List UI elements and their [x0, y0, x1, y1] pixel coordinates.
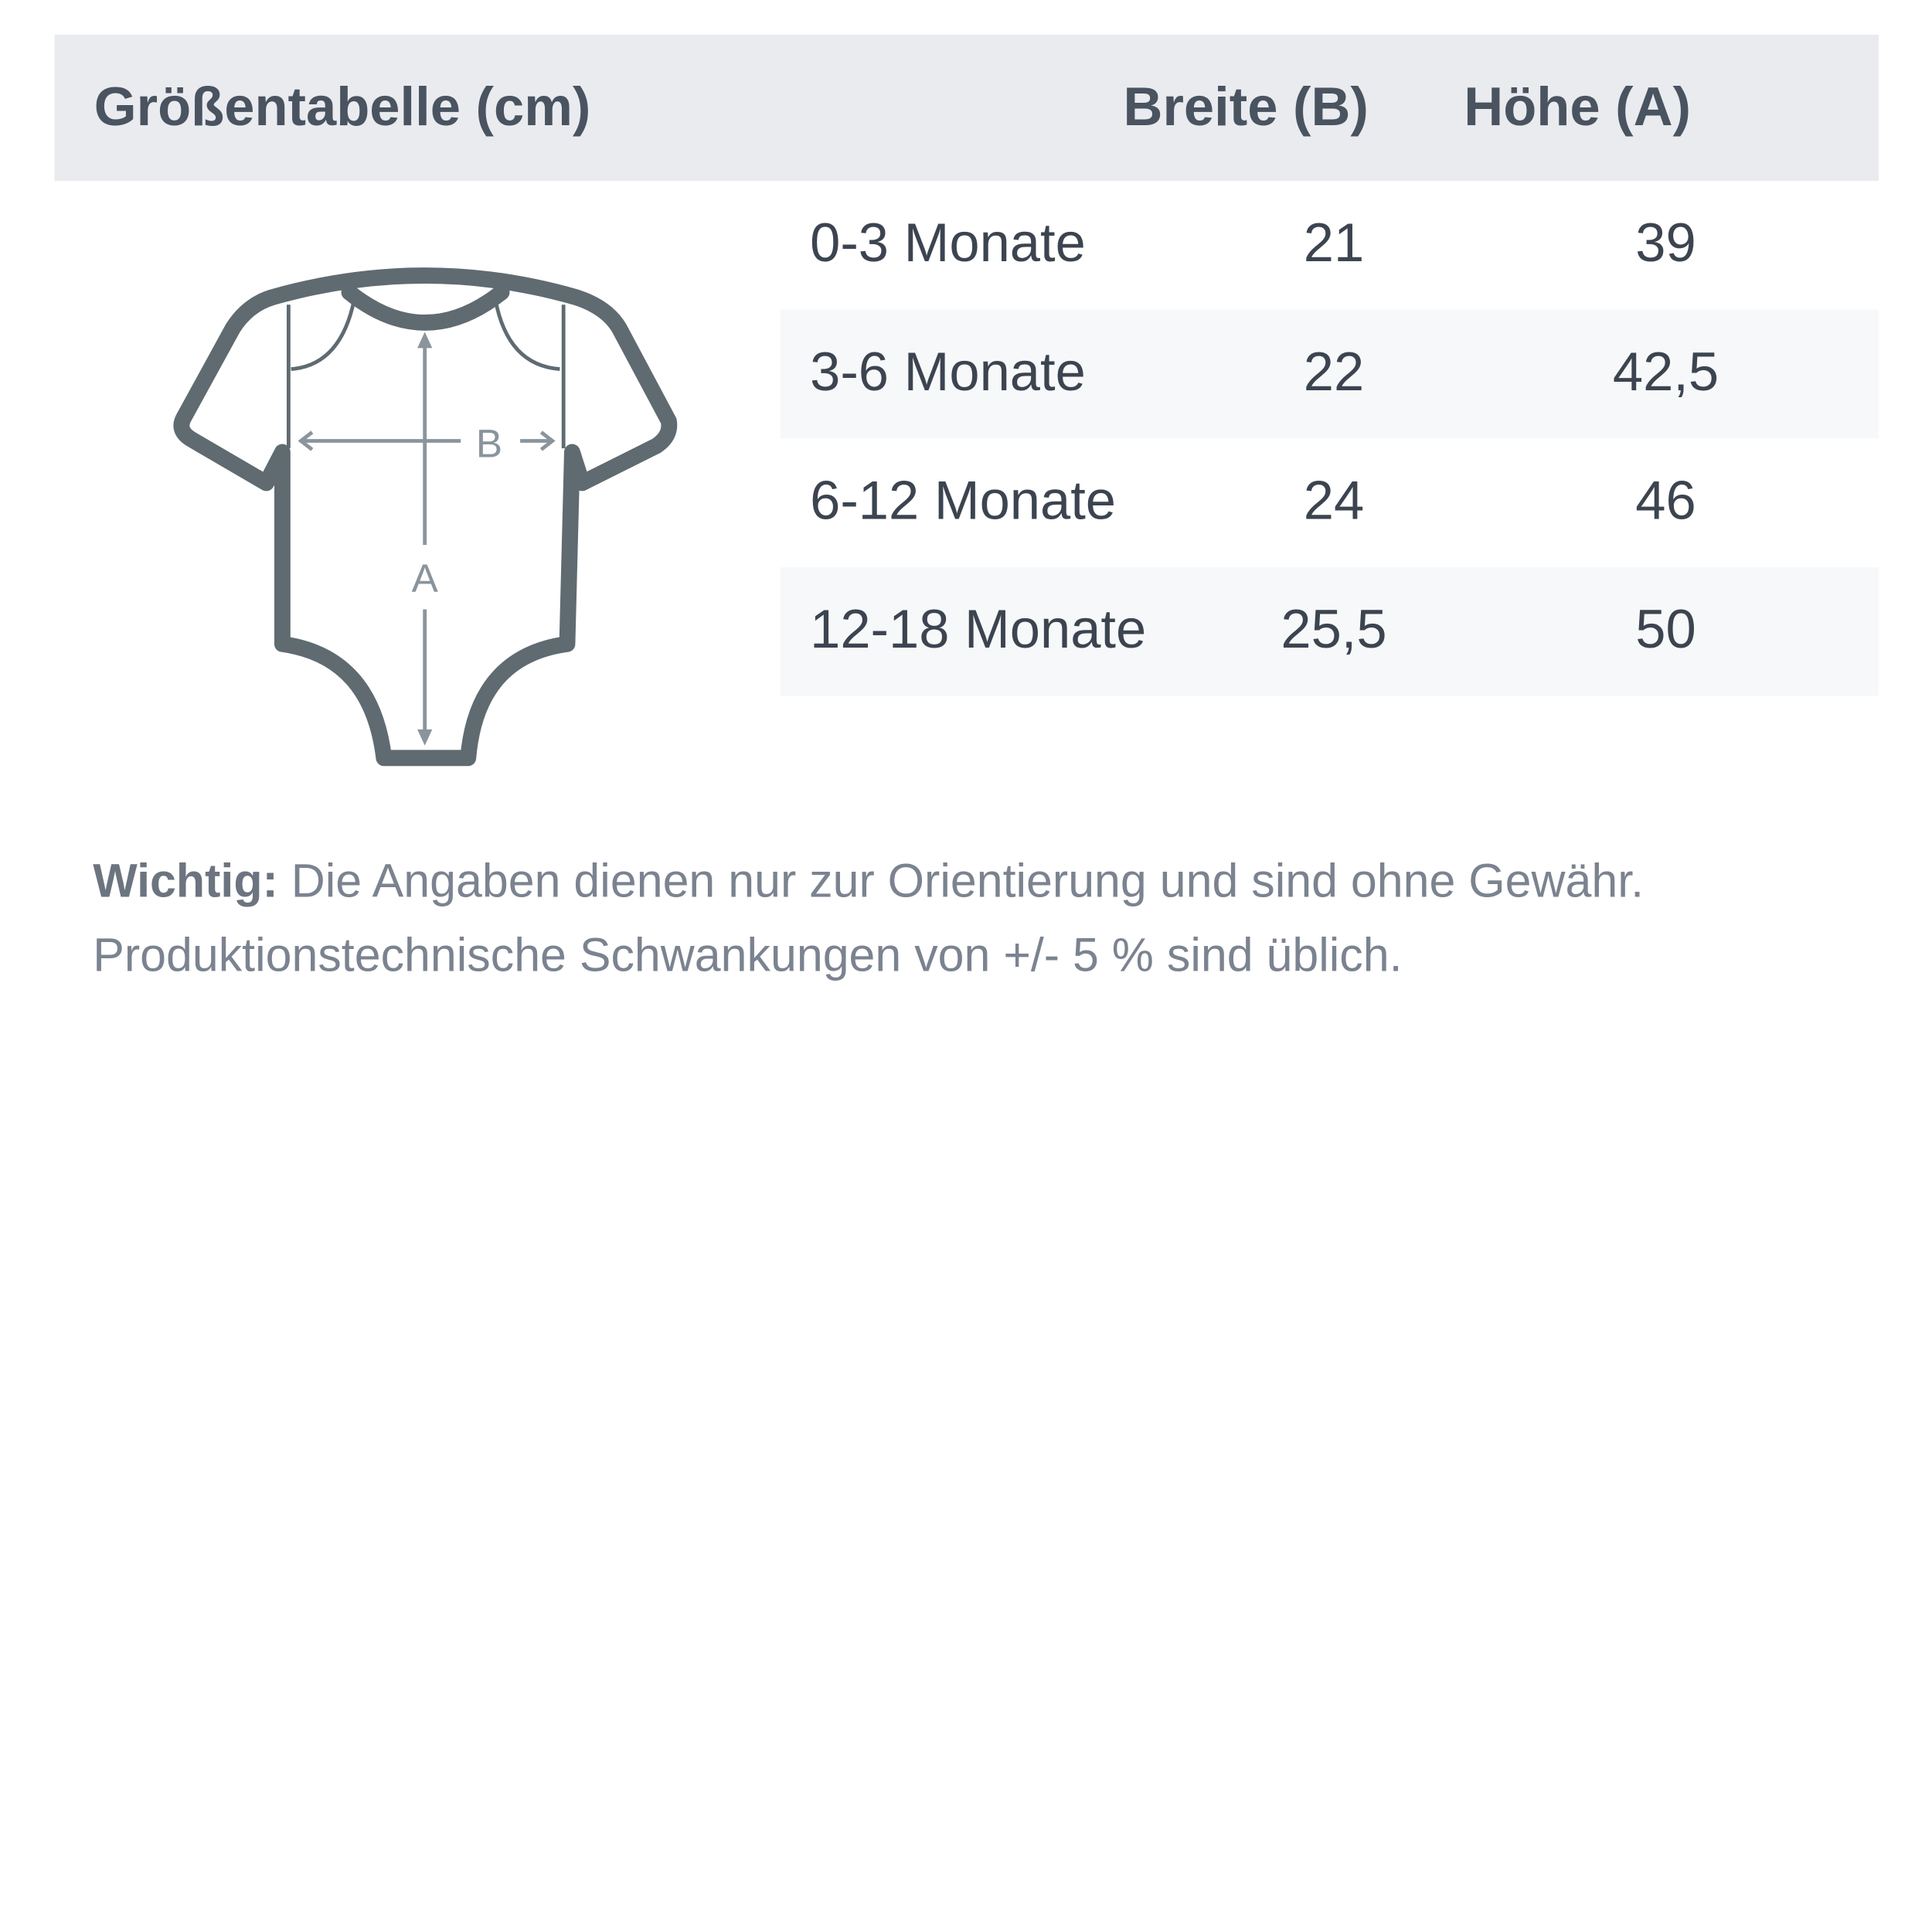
height-label: A: [412, 556, 439, 600]
size-cell: 3-6 Monate: [810, 342, 1086, 403]
table-title: Größentabelle (cm): [94, 77, 591, 138]
table-row: 12-18 Monate 25,5 50: [780, 566, 1879, 696]
height-cell: 39: [1635, 213, 1696, 274]
note-line-2: Produktionstechnische Schwankungen von +…: [93, 930, 1403, 982]
width-cell: 21: [1303, 213, 1365, 274]
height-cell: 42,5: [1612, 342, 1719, 403]
width-cell: 25,5: [1281, 599, 1387, 661]
size-cell: 12-18 Monate: [810, 599, 1147, 661]
note-line-1: Die Angaben dienen nur zur Orientierung …: [291, 855, 1645, 908]
width-cell: 24: [1303, 470, 1365, 532]
table-row: 6-12 Monate 24 46: [781, 438, 1879, 567]
height-cell: 46: [1635, 470, 1696, 532]
height-cell: 50: [1635, 599, 1696, 661]
baby-bodysuit-icon: B A: [173, 267, 678, 767]
table-row: 0-3 Monate 21 39: [781, 181, 1879, 310]
table-row: 3-6 Monate 22 42,5: [780, 309, 1879, 439]
disclaimer-note: Wichtig: Die Angaben dienen nur zur Orie…: [93, 845, 1876, 993]
table-header: Größentabelle (cm) Breite (B) Höhe (A): [54, 34, 1879, 181]
width-cell: 22: [1303, 342, 1365, 403]
column-header-width: Breite (B): [1123, 77, 1369, 138]
note-label: Wichtig:: [93, 855, 278, 908]
column-header-height: Höhe (A): [1464, 77, 1692, 138]
width-label: B: [476, 421, 502, 465]
size-cell: 6-12 Monate: [810, 470, 1117, 532]
size-cell: 0-3 Monate: [810, 213, 1086, 274]
